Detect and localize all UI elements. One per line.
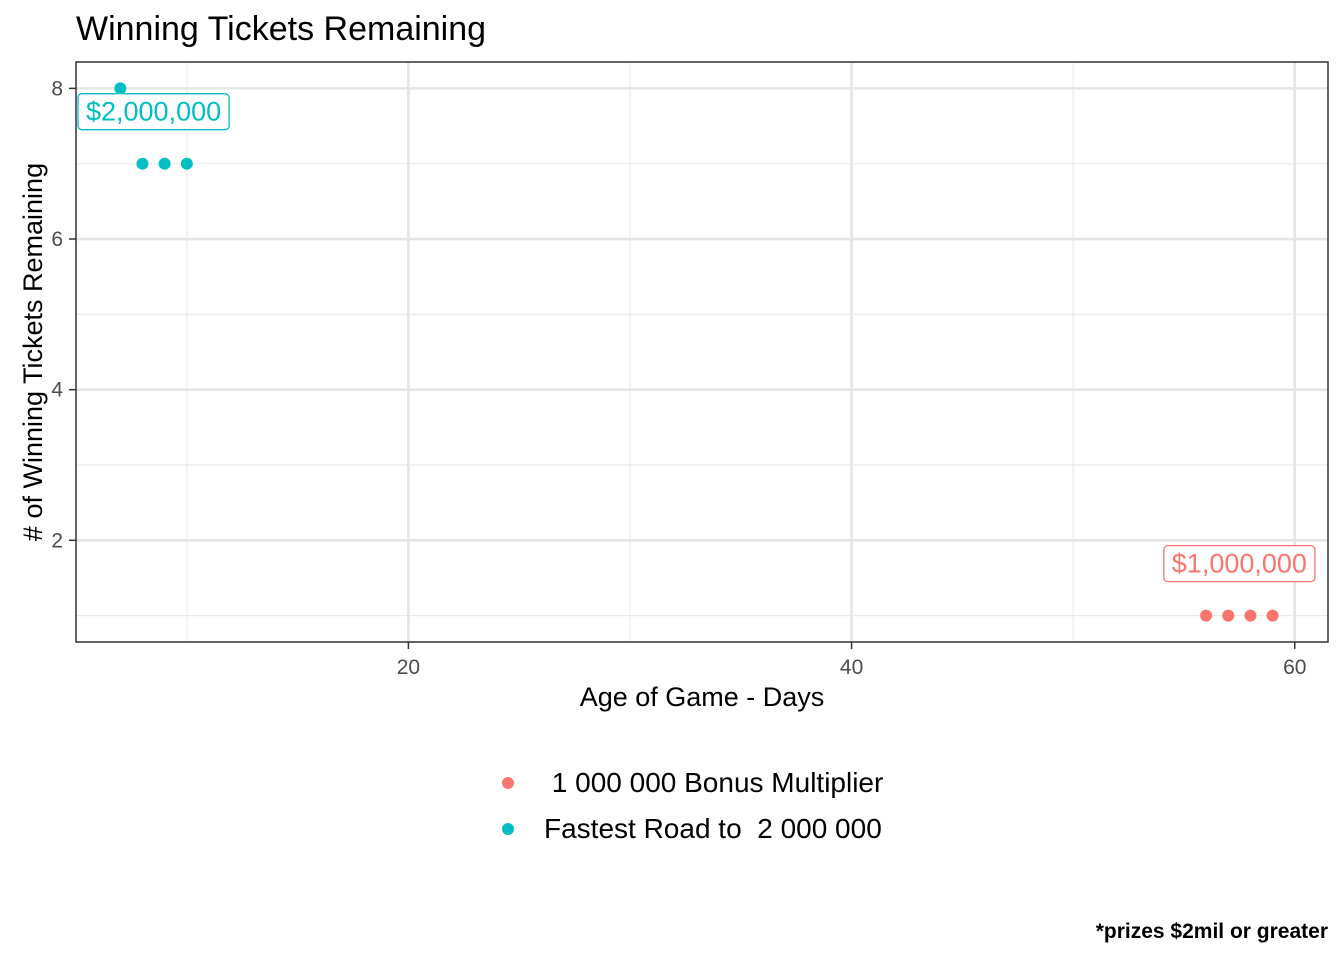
- legend: 1 000 000 Bonus Multiplier Fastest Road …: [496, 760, 883, 852]
- data-point: [114, 82, 127, 95]
- legend-label: 1 000 000 Bonus Multiplier: [544, 767, 884, 798]
- data-point: [180, 157, 193, 170]
- minor-gridlines: [76, 62, 1328, 642]
- point-label-text: $2,000,000: [86, 97, 221, 127]
- data-point: [1200, 609, 1213, 622]
- major-gridlines: [76, 62, 1328, 642]
- chart-caption: *prizes $2mil or greater: [1095, 920, 1328, 943]
- point-label: $1,000,000: [1163, 544, 1316, 583]
- chart-title: Winning Tickets Remaining: [76, 10, 486, 48]
- x-tick-label: 60: [1283, 656, 1306, 679]
- legend-dot-icon: [502, 823, 514, 835]
- legend-dot-icon: [502, 777, 514, 789]
- point-label: $2,000,000: [77, 93, 230, 131]
- x-axis-ticks: 20 40 60: [397, 642, 1306, 679]
- legend-item-bonus-multiplier: 1 000 000 Bonus Multiplier: [496, 760, 883, 806]
- y-tick-label: 4: [51, 379, 63, 402]
- data-point: [158, 157, 171, 170]
- x-tick-label: 40: [840, 656, 863, 679]
- y-tick-label: 2: [51, 529, 63, 552]
- y-tick-label: 8: [51, 77, 63, 100]
- legend-item-fastest-road: Fastest Road to 2 000 000: [496, 806, 883, 852]
- point-label-box: [77, 93, 230, 131]
- y-axis-ticks: 2 4 6 8: [51, 77, 76, 552]
- point-label-box: [1163, 544, 1316, 583]
- legend-label: Fastest Road to 2 000 000: [544, 813, 882, 844]
- y-tick-label: 6: [51, 228, 63, 251]
- x-tick-label: 20: [397, 656, 420, 679]
- data-points: [114, 82, 1279, 622]
- point-labels: $1,000,000 $2,000,000: [77, 93, 1316, 583]
- point-label-text: $1,000,000: [1172, 549, 1307, 579]
- x-axis-label: Age of Game - Days: [580, 682, 825, 712]
- data-point: [1222, 609, 1235, 622]
- data-point: [1266, 609, 1279, 622]
- y-axis-label: # of Winning Tickets Remaining: [18, 163, 48, 541]
- data-point: [136, 157, 149, 170]
- panel-border: [75, 61, 1329, 643]
- data-point: [1244, 609, 1257, 622]
